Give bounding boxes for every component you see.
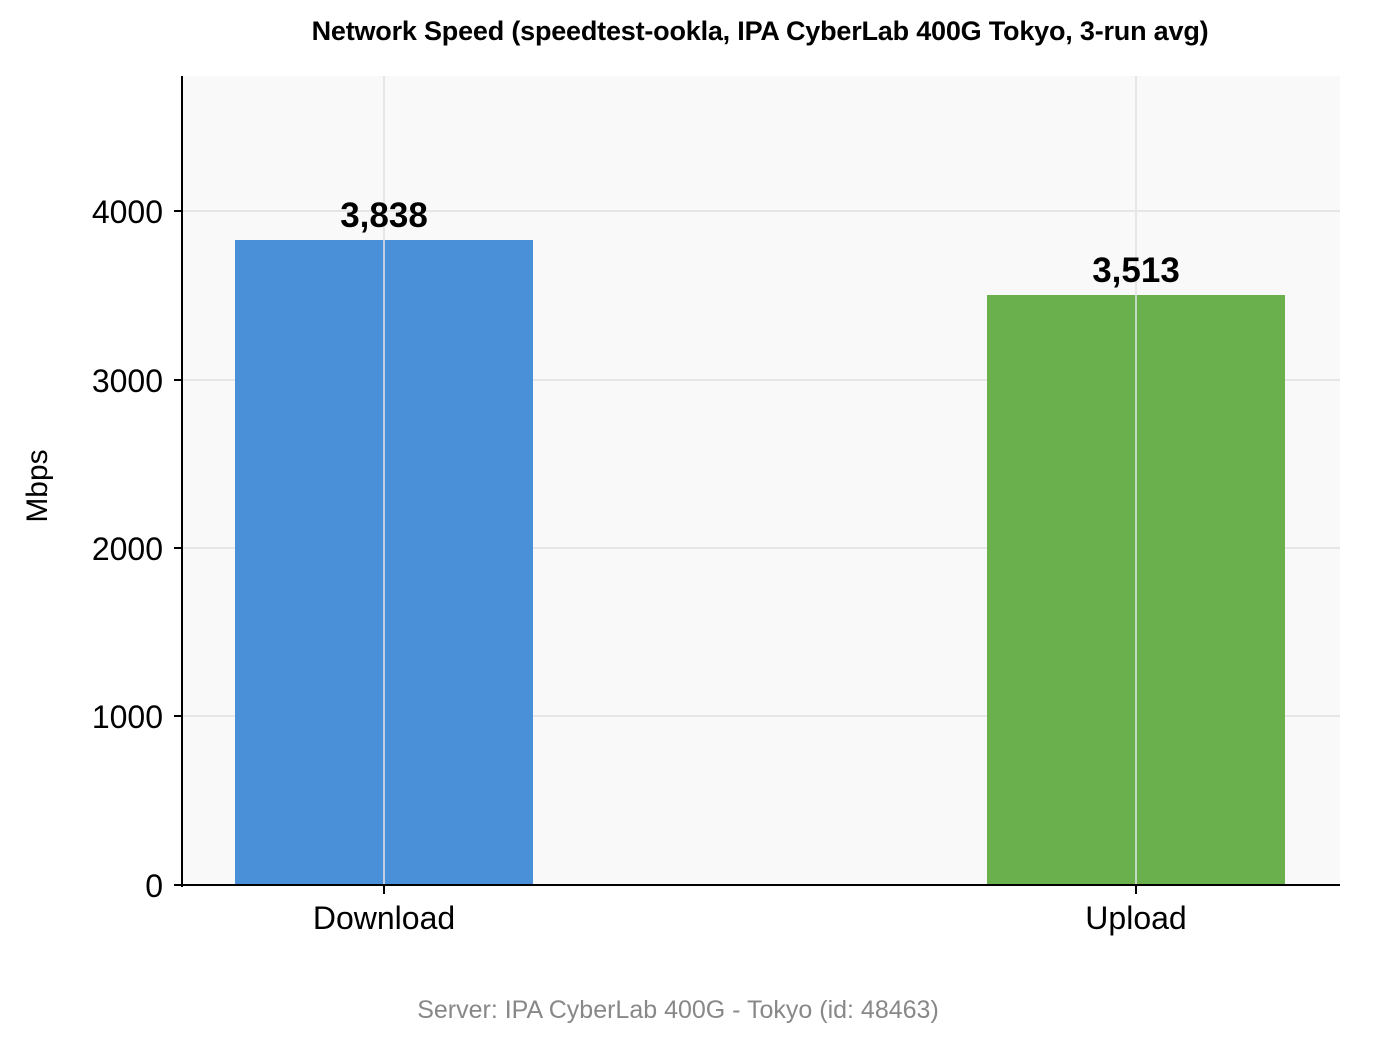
y-tick-label: 2000 (91, 531, 163, 567)
bar-gridline (383, 240, 385, 885)
x-tick-label-upload: Upload (1085, 900, 1187, 936)
gridline-y-1000 (182, 715, 1340, 717)
value-label-download: 3,838 (340, 196, 428, 235)
y-tick-mark (174, 210, 182, 212)
y-tick-label: 0 (145, 868, 163, 904)
x-axis-line (181, 884, 1340, 886)
x-tick-label-download: Download (312, 900, 456, 936)
server-annotation: Server: IPA CyberLab 400G - Tokyo (id: 4… (417, 996, 939, 1024)
chart-title: Network Speed (speedtest-ookla, IPA Cybe… (311, 16, 1209, 46)
y-tick-mark (174, 884, 182, 886)
y-tick-label: 1000 (91, 699, 163, 735)
y-tick-mark (174, 547, 182, 549)
y-tick-label: 4000 (91, 194, 163, 230)
y-axis-line (181, 76, 183, 887)
bar-upload (987, 295, 1285, 885)
bar-download (235, 240, 533, 885)
gridline-y-2000 (182, 547, 1340, 549)
gridline-y-3000 (182, 379, 1340, 381)
y-tick-mark (174, 379, 182, 381)
bar-gridline (1135, 295, 1137, 885)
value-label-upload: 3,513 (1092, 251, 1180, 290)
y-tick-label: 3000 (91, 363, 163, 399)
y-tick-mark (174, 715, 182, 717)
x-tick-mark (383, 886, 385, 894)
plot-area (182, 76, 1340, 885)
y-axis-label: Mbps (21, 449, 54, 523)
gridline-y-4000 (182, 210, 1340, 212)
x-tick-mark (1135, 886, 1137, 894)
